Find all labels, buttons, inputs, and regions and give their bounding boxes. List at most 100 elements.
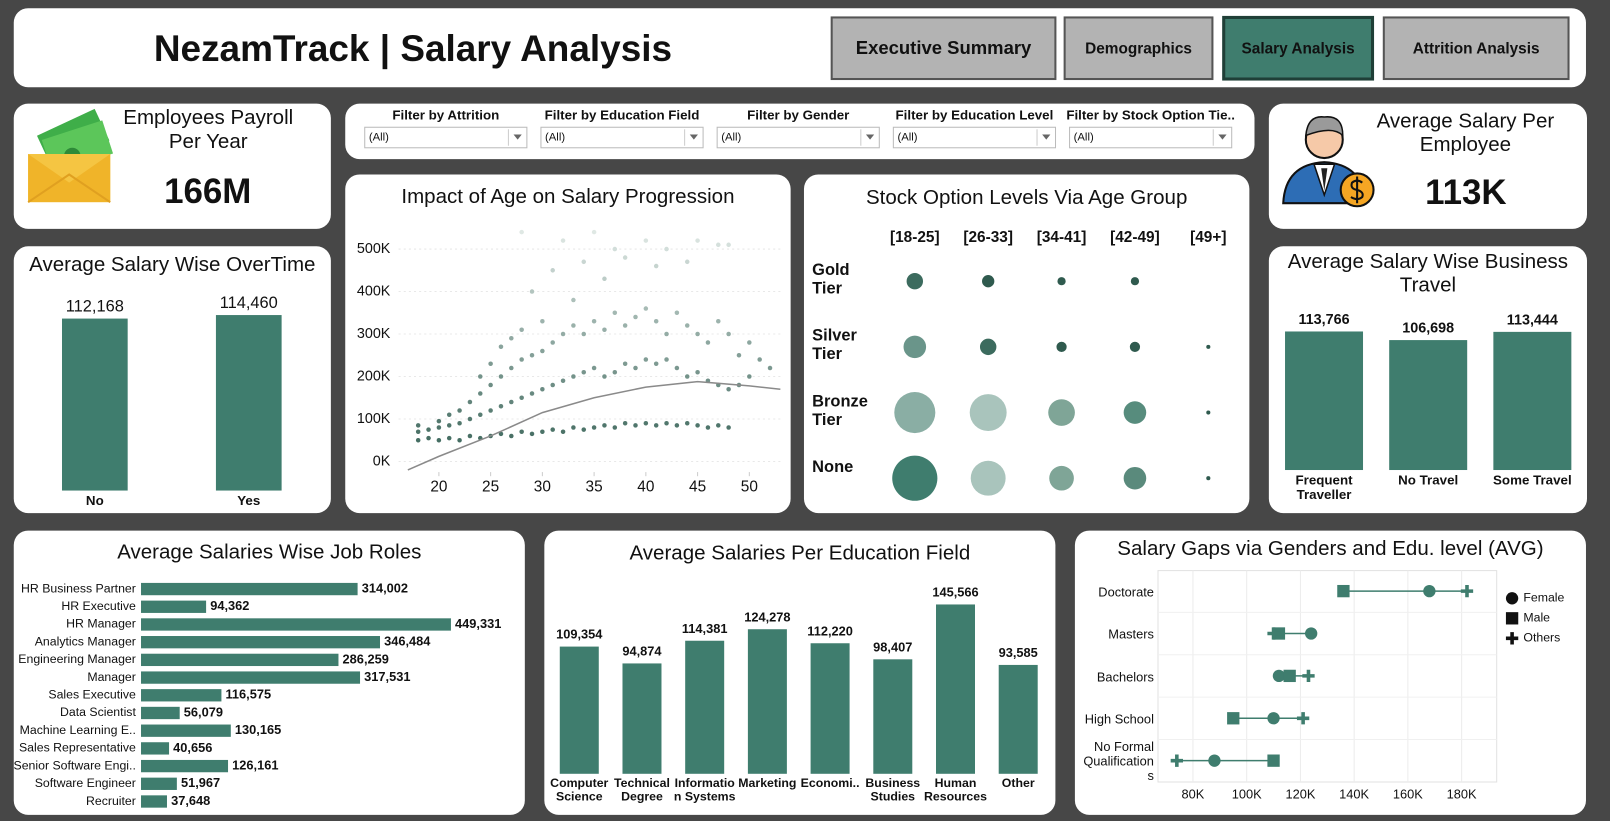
scatter-point [519, 429, 524, 434]
filter-dropdown[interactable] [540, 126, 704, 149]
category-label: Frequent Traveller [1295, 473, 1353, 502]
bar [810, 643, 850, 774]
category-label: Data Scientist [60, 705, 136, 719]
scatter-point [560, 331, 566, 337]
nav-button[interactable] [830, 16, 1057, 81]
scatter-point [509, 365, 514, 371]
scatter-point [571, 374, 576, 379]
value-label: 317,531 [364, 669, 410, 684]
scatter-point [550, 382, 555, 388]
value-label: 346,484 [384, 634, 431, 649]
category-label-box: No Travel [1398, 473, 1458, 487]
scatter-point [529, 289, 535, 294]
bar [141, 742, 170, 755]
scatter-point [653, 263, 659, 269]
scatter-point [581, 331, 587, 337]
scatter-point [457, 437, 462, 443]
nav-button[interactable] [1063, 16, 1214, 81]
scatter-point [436, 425, 442, 430]
scatter-point [695, 331, 700, 337]
scatter-point [550, 268, 555, 273]
category-label: Bachelors [1096, 669, 1154, 685]
scatter-point [498, 344, 504, 350]
scatter-point [457, 408, 462, 413]
scatter-point [622, 255, 628, 260]
value-label: 112,220 [807, 623, 853, 638]
scatter-point [757, 357, 762, 362]
nav-button[interactable] [1382, 16, 1570, 81]
nav-label[interactable]: Attrition Analysis [1413, 40, 1540, 57]
filter-dropdown[interactable] [1069, 126, 1233, 149]
category-label: Sales Representative [19, 741, 136, 755]
scatter-point [519, 357, 524, 362]
scatter-point [643, 357, 649, 362]
category-label-box: Frequent Traveller [1295, 473, 1353, 502]
filter-dropdown[interactable] [364, 126, 528, 149]
scatter-point [467, 416, 473, 422]
nav-label[interactable]: Salary Analysis [1242, 40, 1355, 57]
category-label-box: Doctorate [1098, 585, 1154, 599]
scatter-point [622, 323, 628, 328]
filter-dropdown[interactable] [716, 126, 880, 149]
category-label-box: Bachelors [1096, 669, 1154, 685]
x-tick-label: 80K [1182, 787, 1205, 802]
scatter-point [509, 336, 514, 341]
employee-icon [1282, 116, 1375, 208]
card [544, 530, 1056, 815]
nav-label[interactable]: Executive Summary [856, 37, 1032, 58]
filter-dropdown[interactable] [892, 126, 1057, 149]
nav-label[interactable]: Demographics [1085, 40, 1192, 57]
category-label: Software Engineer [35, 776, 136, 790]
value-label: 314,002 [362, 580, 408, 595]
bubble [903, 335, 927, 359]
trend-line [407, 380, 781, 471]
scatter-point [633, 314, 638, 320]
marker-circle [1505, 592, 1519, 605]
row-label-box: Silver Tier [812, 327, 857, 363]
chart-title: Average Salary Wise Business Travel [1287, 250, 1569, 297]
page-title: NezamTrack | Salary Analysis [154, 28, 672, 70]
bubble [1206, 344, 1211, 349]
scatter-point [591, 365, 597, 371]
scatter-point [612, 310, 618, 316]
nav-button[interactable] [1222, 15, 1375, 81]
value-label: 37,648 [171, 793, 210, 808]
scatter-point [415, 429, 421, 434]
category-label-box: High School [1085, 712, 1154, 726]
marker-plus [1302, 669, 1315, 683]
value-label: 94,874 [622, 644, 662, 659]
scatter-point [726, 242, 731, 248]
category-label-box: Technical Degree [614, 777, 670, 803]
bar [61, 318, 128, 491]
value-label: 112,168 [66, 298, 124, 316]
bar [141, 671, 361, 684]
x-tick-label: 35 [586, 479, 603, 496]
scatter-point [705, 425, 711, 430]
marker-square [1267, 754, 1280, 767]
category-label: No Formal Qualifications [1083, 740, 1154, 784]
scatter-point [498, 431, 504, 437]
bubble [1048, 399, 1075, 426]
bar [141, 618, 451, 631]
bubble [1056, 341, 1067, 353]
marker-plus [1267, 627, 1280, 640]
scatter-point [426, 427, 431, 432]
y-tick-label: 200K [357, 368, 391, 384]
category-label: Machine Learning E.. [20, 723, 136, 737]
scatter-point [591, 425, 597, 430]
scatter-point [695, 423, 700, 428]
scatter-point [684, 323, 690, 328]
column-label: [42-49] [1110, 229, 1160, 246]
scatter-point [436, 437, 442, 443]
category-label: Sales Executive [48, 688, 136, 702]
value-label: 56,079 [184, 704, 223, 719]
marker-plus [1505, 632, 1519, 645]
column-label: [18-25] [890, 229, 940, 246]
chart-title: Average Salary Wise OverTime [29, 253, 316, 277]
category-label: Business Studies [865, 776, 921, 804]
scatter-point [581, 369, 587, 375]
bar [141, 706, 180, 720]
category-label: Analytics Manager [35, 634, 136, 648]
kpi-title: Average Salary Per Employee [1376, 109, 1555, 156]
scatter-point [716, 423, 721, 428]
